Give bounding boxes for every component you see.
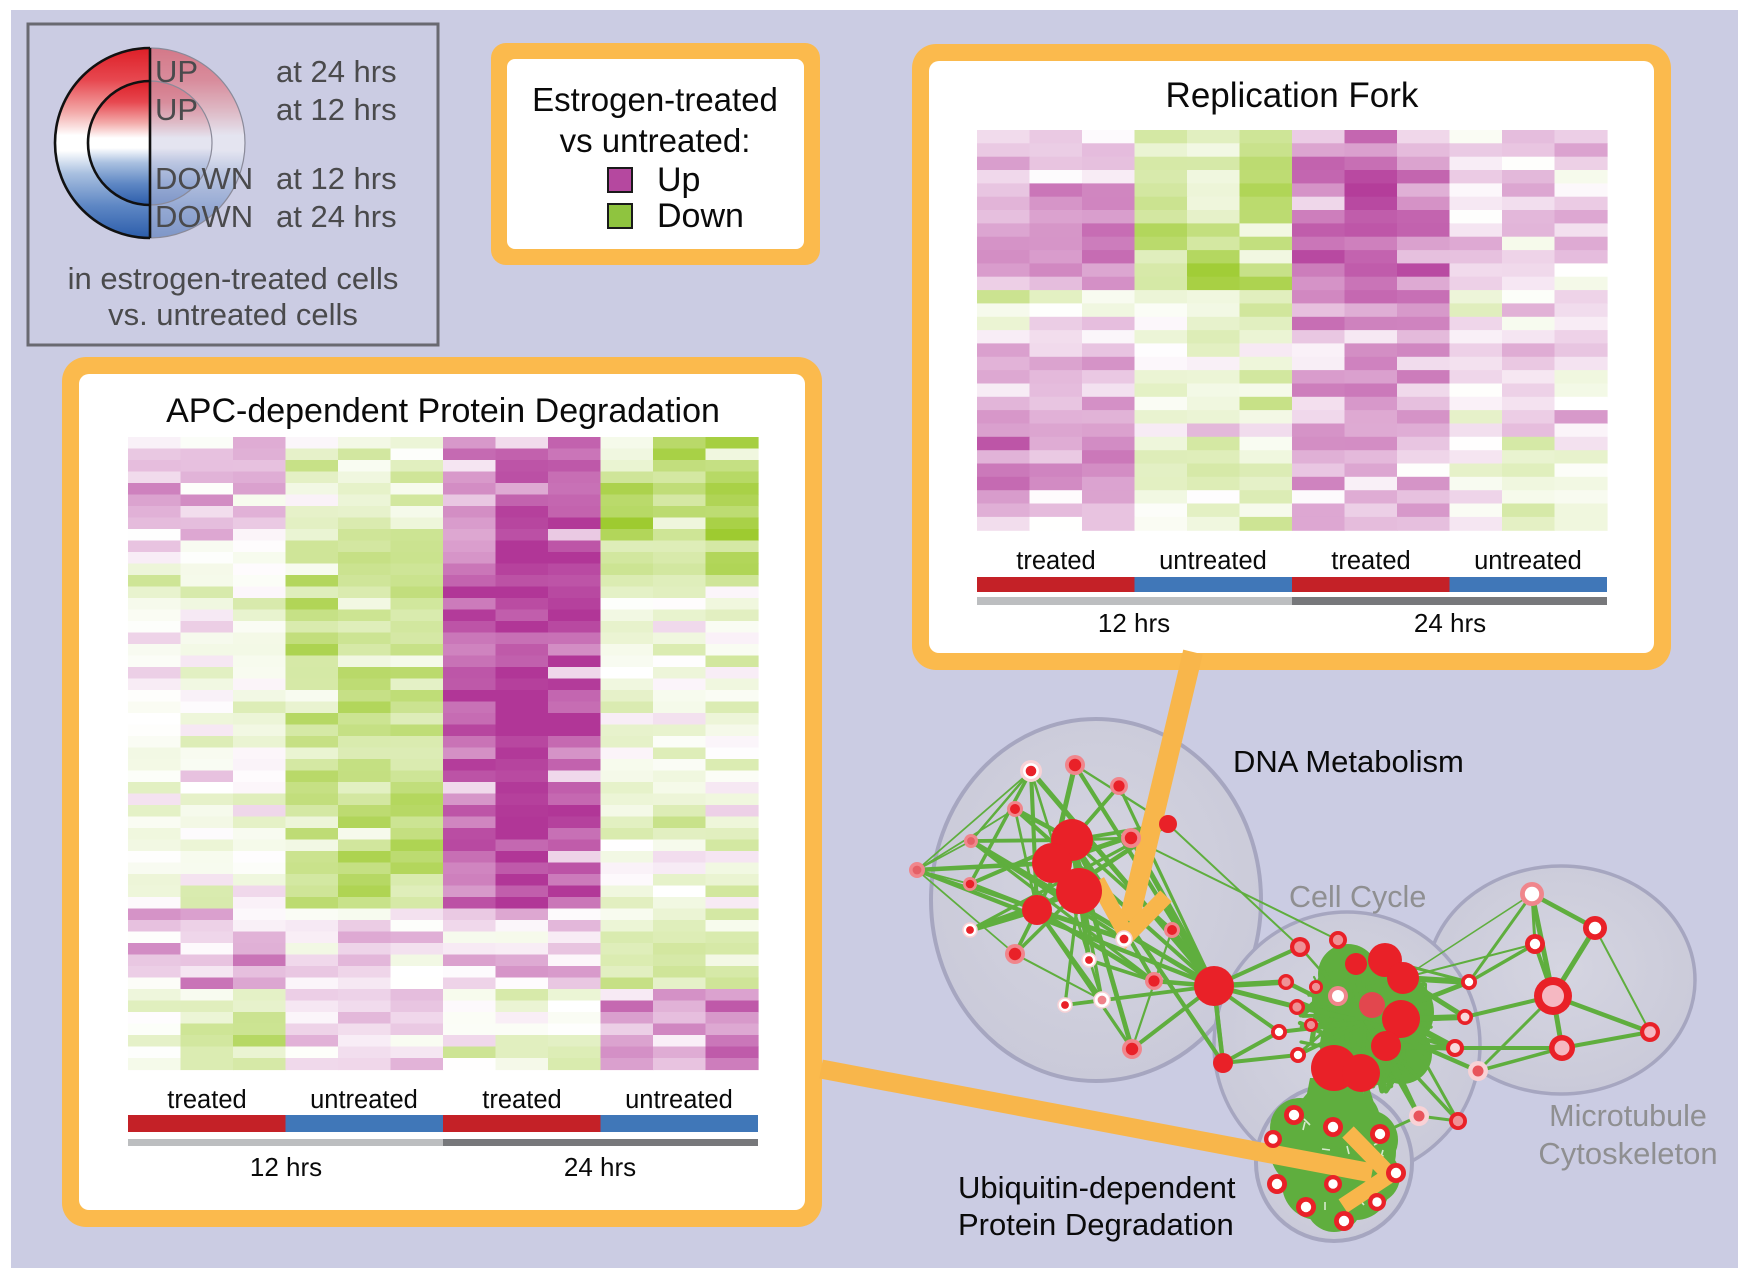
svg-text:untreated: untreated [625,1086,733,1114]
svg-text:treated: treated [167,1086,246,1114]
svg-text:24 hrs: 24 hrs [564,1152,636,1182]
svg-text:at 12 hrs: at 12 hrs [276,92,397,127]
svg-text:DNA Metabolism: DNA Metabolism [1233,744,1464,779]
svg-text:at 12 hrs: at 12 hrs [276,161,397,196]
svg-text:treated: treated [1331,547,1410,575]
svg-text:DOWN: DOWN [155,199,253,234]
svg-text:UP: UP [155,92,198,127]
svg-text:Replication Fork: Replication Fork [1166,76,1419,115]
svg-text:treated: treated [1016,547,1095,575]
svg-text:Ubiquitin-dependent: Ubiquitin-dependent [958,1170,1236,1205]
svg-text:untreated: untreated [1474,547,1582,575]
svg-text:12 hrs: 12 hrs [250,1152,322,1182]
svg-text:in estrogen-treated cells: in estrogen-treated cells [68,261,399,296]
svg-text:Down: Down [657,197,744,235]
svg-text:Cell Cycle: Cell Cycle [1289,880,1426,914]
svg-text:24 hrs: 24 hrs [1414,608,1486,638]
svg-text:Microtubule: Microtubule [1549,1099,1707,1133]
svg-text:Up: Up [657,161,700,199]
svg-text:Cytoskeleton: Cytoskeleton [1538,1136,1717,1171]
svg-text:untreated: untreated [310,1086,418,1114]
svg-text:at 24 hrs: at 24 hrs [276,54,397,89]
svg-text:treated: treated [482,1086,561,1114]
svg-text:12 hrs: 12 hrs [1098,608,1170,638]
svg-text:at 24 hrs: at 24 hrs [276,199,397,234]
svg-text:untreated: untreated [1159,547,1267,575]
svg-text:vs. untreated cells: vs. untreated cells [108,297,358,332]
svg-text:UP: UP [155,54,198,89]
svg-text:APC-dependent Protein Degradat: APC-dependent Protein Degradation [166,392,720,430]
svg-text:Estrogen-treated: Estrogen-treated [532,81,778,118]
svg-text:vs untreated:: vs untreated: [560,122,751,159]
svg-text:Protein Degradation: Protein Degradation [958,1207,1234,1242]
svg-text:DOWN: DOWN [155,161,253,196]
